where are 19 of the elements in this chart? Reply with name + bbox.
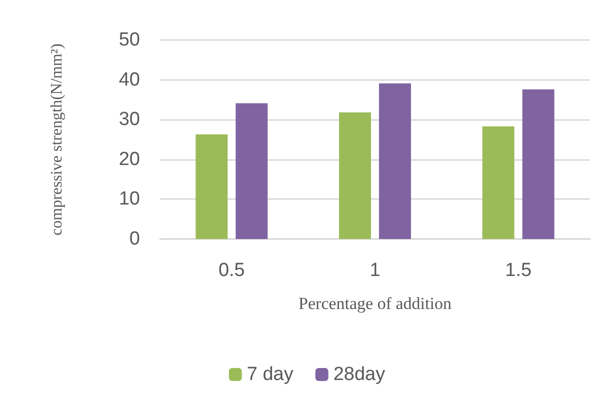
bar bbox=[196, 134, 228, 239]
bar bbox=[379, 83, 411, 239]
y-tick-label: 50 bbox=[118, 30, 140, 50]
y-tick-label: 0 bbox=[129, 228, 140, 250]
y-tick-label: 20 bbox=[118, 148, 140, 170]
bar bbox=[522, 89, 554, 239]
y-tick-label: 30 bbox=[118, 109, 140, 130]
x-tick-label: 1.5 bbox=[505, 260, 532, 281]
bar bbox=[339, 112, 371, 239]
bar bbox=[236, 103, 268, 239]
y-axis-title: compressive strength(N/mm²) bbox=[48, 44, 66, 236]
y-tick-label: 10 bbox=[118, 188, 140, 210]
x-tick-label: 0.5 bbox=[218, 260, 245, 281]
bar bbox=[482, 126, 514, 239]
x-tick-label: 1 bbox=[370, 260, 380, 281]
y-tick-label: 40 bbox=[118, 69, 140, 90]
legend-label: 7 day bbox=[246, 364, 294, 385]
legend-label: 28day bbox=[333, 364, 386, 385]
x-axis-title: Percentage of addition bbox=[298, 294, 452, 313]
